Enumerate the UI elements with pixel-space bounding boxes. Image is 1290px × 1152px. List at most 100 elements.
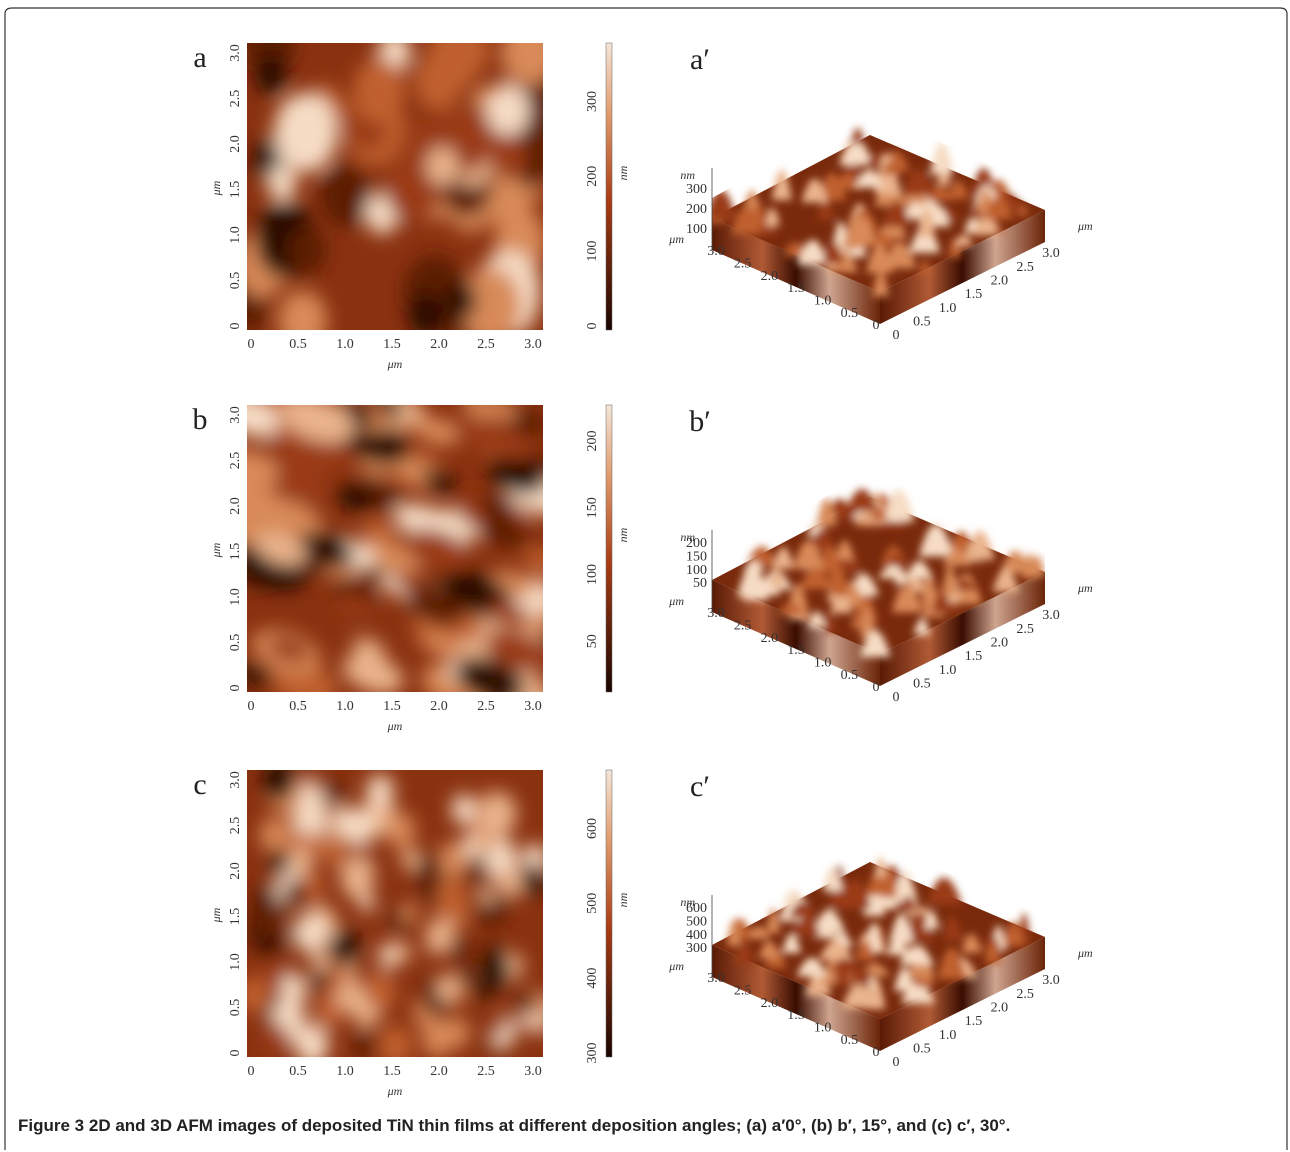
grain — [386, 812, 415, 848]
grain — [315, 996, 342, 1029]
peak — [772, 169, 792, 200]
colorbar-tick-label: 500 — [585, 893, 600, 914]
colorbar-tick-label: 300 — [585, 1043, 600, 1064]
x-tick-label: 0 — [248, 1064, 255, 1079]
grain — [268, 165, 297, 201]
x-tick-label: 0.5 — [289, 1064, 307, 1079]
x-tick-label: 0.5 — [289, 337, 307, 352]
grain — [332, 806, 356, 836]
x-unit: μm — [387, 357, 403, 371]
grain — [446, 282, 476, 320]
z-tick-label: 150 — [686, 550, 707, 565]
colorbar-tick-label: 400 — [585, 968, 600, 989]
right-tick-label: 1.0 — [939, 301, 957, 316]
x-tick-label: 3.0 — [524, 699, 542, 714]
peak — [874, 857, 886, 877]
grain — [427, 147, 458, 186]
grain — [274, 93, 337, 172]
left-tick-label: 3.0 — [707, 971, 725, 986]
y-tick-label: 3.0 — [228, 44, 243, 62]
grain — [312, 951, 330, 973]
y-tick-label: 2.0 — [228, 862, 243, 880]
grain — [452, 794, 476, 824]
y-tick-label: 1.0 — [228, 226, 243, 244]
grain — [269, 849, 289, 875]
y-tick-label: 0 — [228, 323, 243, 330]
left-tick-label: 1.5 — [787, 643, 805, 658]
grain — [360, 894, 375, 912]
x-tick-label: 3.0 — [524, 1064, 542, 1079]
right-tick-label: 2.5 — [1016, 987, 1034, 1002]
left-tick-label: 3.0 — [707, 606, 725, 621]
x-tick-label: 1.5 — [383, 337, 401, 352]
y-tick-label: 1.5 — [228, 908, 243, 926]
right-tick-label: 0.5 — [913, 677, 931, 692]
right-tick-label: 2.5 — [1016, 622, 1034, 637]
grain — [281, 991, 303, 1019]
grain — [487, 84, 529, 136]
colorbar-tick-label: 0 — [585, 323, 600, 330]
x-tick-label: 0 — [248, 337, 255, 352]
grain — [354, 1031, 376, 1058]
y-tick-label: 0.5 — [228, 272, 243, 290]
right-unit: μm — [1077, 946, 1093, 960]
left-unit: μm — [668, 594, 684, 608]
left-tick-label: 1.5 — [787, 281, 805, 296]
grain — [489, 178, 530, 229]
peak — [1022, 553, 1037, 578]
y-tick-label: 0 — [228, 685, 243, 692]
grain — [260, 818, 287, 852]
grain — [459, 965, 477, 987]
y-tick-label: 1.0 — [228, 953, 243, 971]
left-unit: μm — [668, 232, 684, 246]
colorbar-tick-label: 100 — [585, 241, 600, 262]
page: a00.51.01.52.02.53.000.51.01.52.02.53.0μ… — [0, 0, 1290, 1152]
left-tick-label: 1.5 — [787, 1008, 805, 1023]
z-tick-label: 200 — [686, 536, 707, 551]
right-unit: μm — [1077, 581, 1093, 595]
colorbar — [606, 405, 612, 692]
grain — [367, 774, 394, 808]
grain — [450, 26, 489, 75]
grain — [435, 879, 469, 921]
left-tick-label: 2.0 — [761, 269, 779, 284]
y-tick-label: 2.5 — [228, 817, 243, 835]
grain — [295, 912, 328, 953]
afm-image — [228, 12, 568, 352]
left-tick-label: 2.5 — [734, 619, 752, 634]
right-tick-label: 0.5 — [913, 1042, 931, 1057]
left-tick-label: 0 — [873, 680, 880, 695]
right-tick-label: 0 — [893, 690, 900, 705]
y-unit: μm — [209, 180, 223, 196]
grain — [259, 933, 279, 958]
grain — [394, 942, 411, 963]
colorbar-unit: nm — [616, 892, 630, 907]
x-tick-label: 1.0 — [336, 337, 354, 352]
y-tick-label: 0 — [228, 1050, 243, 1057]
afm-image — [204, 380, 574, 718]
x-tick-label: 2.5 — [477, 337, 495, 352]
grain — [478, 949, 510, 989]
peak — [704, 189, 736, 219]
grain — [400, 903, 417, 924]
z-tick-label: 300 — [686, 182, 707, 197]
left-tick-label: 1.0 — [814, 656, 832, 671]
z-unit: nm — [680, 168, 695, 182]
left-tick-label: 2.0 — [761, 631, 779, 646]
x-tick-label: 0.5 — [289, 699, 307, 714]
left-tick-label: 3.0 — [707, 244, 725, 259]
panel-label-3d: a′ — [690, 43, 710, 76]
y-tick-label: 1.5 — [228, 181, 243, 199]
colorbar — [606, 43, 612, 330]
grain — [479, 886, 494, 904]
right-tick-label: 1.5 — [965, 1014, 983, 1029]
caption: Figure 3 2D and 3D AFM images of deposit… — [18, 1116, 1010, 1136]
right-tick-label: 0 — [893, 1055, 900, 1070]
surface-3d — [703, 128, 1045, 297]
peak — [930, 142, 954, 174]
right-tick-label: 3.0 — [1042, 608, 1060, 623]
grain — [451, 936, 471, 961]
panel-label-3d: c′ — [690, 770, 710, 803]
y-unit: μm — [209, 907, 223, 923]
colorbar-tick-label: 50 — [585, 634, 600, 648]
